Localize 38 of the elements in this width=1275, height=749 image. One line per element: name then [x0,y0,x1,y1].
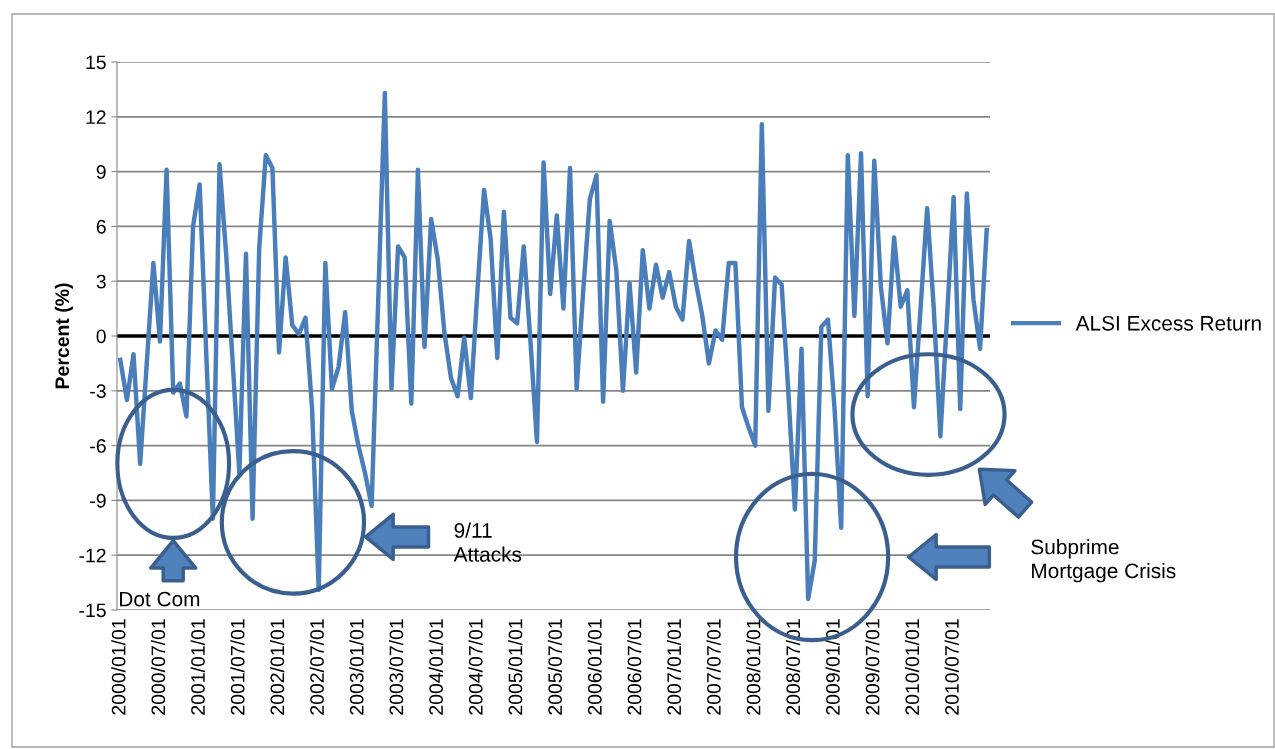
x-tick-label: 2010/01/01 [904,619,920,715]
x-tick-label: 2004/07/01 [468,619,483,715]
y-tick-label: 6 [96,219,106,234]
annotation: 9/11 Attacks [453,522,522,562]
y-tick-label: -6 [90,439,106,453]
x-tick-label: 2008/07/01 [785,619,801,715]
x-tick-label: 2009/01/01 [825,619,840,715]
y-tick-label: -9 [90,493,106,508]
x-tick-label: 2007/07/01 [706,619,721,715]
x-tick-label: 2002/01/01 [269,619,285,715]
annotation: Dot Com [120,591,200,607]
text: Subprime Mortgage Crisis [1031,538,1176,583]
x-tick-label: 2002/07/01 [309,619,324,715]
x-tick-label: 2008/01/01 [746,619,761,715]
x-tick-label: 2004/01/01 [428,619,443,715]
x-tick-label: 2001/07/01 [230,619,245,715]
x-tick-label: 2009/07/01 [865,619,880,715]
y-tick-label: 3 [96,274,106,289]
y-tick-label: 9 [96,165,106,179]
x-tick-label: 2005/07/01 [547,619,563,715]
y-tick-label: 15 [86,55,106,70]
x-tick-label: 2000/01/01 [111,619,126,715]
y-tick-label: 0 [96,329,106,344]
x-tick-label: 2006/01/01 [587,619,602,715]
y-tick-label: -15 [79,603,106,618]
y-tick-label: -3 [90,384,106,399]
x-tick-label: 2006/07/01 [627,619,642,715]
y-tick-label: -12 [79,548,106,563]
x-tick-label: 2010/07/01 [944,619,959,715]
x-tick-label: 2003/01/01 [349,619,364,715]
x-tick-label: 2003/07/01 [389,619,404,715]
x-tick-label: 2001/01/01 [190,619,205,715]
x-tick-label: 2005/01/01 [508,619,523,715]
legend-label: ALSI Excess Return [1075,315,1261,331]
y-tick-label: 12 [86,110,106,124]
x-tick-label: 2000/07/01 [150,619,166,715]
y-axis-title: Percent (%) [54,283,73,389]
x-tick-label: 2007/01/01 [666,619,682,715]
